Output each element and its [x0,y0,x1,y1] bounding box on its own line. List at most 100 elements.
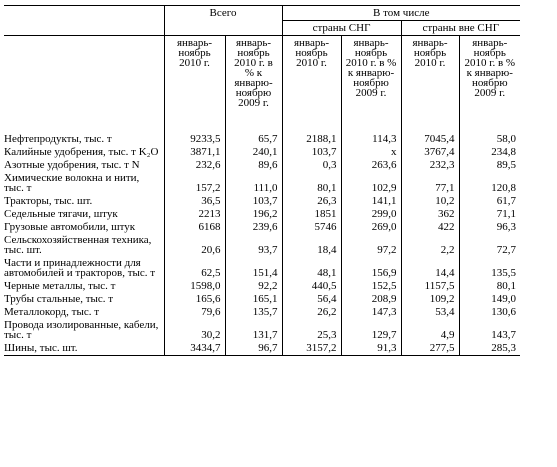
cell-value: 129,7 [340,319,402,342]
subheader: январь-ноябрь 2010 г. в % к январю-ноябр… [458,35,521,128]
header-including: В том числе [281,5,521,21]
cell-value: 103,7 [224,195,283,208]
corner [4,35,164,128]
cell-value: 3157,2 [281,342,342,356]
cell-value: 5746 [281,221,342,234]
cell-value: 157,2 [163,172,225,195]
subheader: январь-ноябрь 2010 г. [281,35,342,128]
cell-value: 440,5 [281,280,342,293]
cell-value: 80,1 [281,172,342,195]
cell-value: 1851 [281,208,342,221]
row-label: Калийные удобрения, тыс. т K₂O [4,146,159,158]
header-cis: страны СНГ [281,20,402,36]
cell-value: 7045,4 [400,128,460,146]
cell-value: 9233,5 [163,128,225,146]
cell-value: 96,3 [458,221,521,234]
cell-value: 422 [400,221,460,234]
row-label: Нефтепродукты, тыс. т [4,133,112,145]
corner [4,5,164,36]
cell-value: 53,4 [400,306,460,319]
cell-value: 71,1 [458,208,521,221]
cell-value: 3871,1 [163,146,225,159]
cell-value: 72,7 [458,234,521,257]
cell-value: 165,6 [163,293,225,306]
cell-value: 263,6 [340,159,402,172]
cell-value: 147,3 [340,306,402,319]
table-row: Части и принадлежности для автомобилей и… [4,257,521,280]
row-label: Металлокорд, тыс. т [4,306,100,318]
header-non-cis: страны вне СНГ [400,20,521,36]
cell-value: 26,3 [281,195,342,208]
cell-value: 299,0 [340,208,402,221]
cell-value: 48,1 [281,257,342,280]
cell-value: 239,6 [224,221,283,234]
cell-value: 143,7 [458,319,521,342]
cell-value: 141,1 [340,195,402,208]
table-row: Шины, тыс. шт. 3434,7 96,7 3157,2 91,3 277,5 2… [4,342,521,356]
cell-value: 91,3 [340,342,402,356]
row-label: Седельные тягачи, штук [4,208,118,220]
row-label: Части и принадлежности для автомобилей и… [4,257,156,279]
cell-value: 208,9 [340,293,402,306]
table-row: Черные металлы, тыс. т 1598,0 92,2 440,5 152… [4,280,521,293]
cell-value: 79,6 [163,306,225,319]
cell-value: 131,7 [224,319,283,342]
table-row: Тракторы, тыс. шт. 36,5 103,7 26,3 141,1 10,2… [4,195,521,208]
cell-value: 130,6 [458,306,521,319]
cell-value: 196,2 [224,208,283,221]
cell-value: 2213 [163,208,225,221]
row-label: Шины, тыс. шт. [4,342,164,356]
cell-value: 58,0 [458,128,521,146]
subheader: январь-ноябрь 2010 г. [163,35,225,128]
cell-value: 232,6 [163,159,225,172]
row-label: Химические волокна и нити, тыс. т [4,172,140,194]
cell-value: 232,3 [400,159,460,172]
table-row: Седельные тягачи, штук 2213 196,2 1851 299,0… [4,208,521,221]
page: Всего В том числе страны СНГ страны вне … [0,5,557,467]
cell-value: 80,1 [458,280,521,293]
row-label: Сельскохозяйственная техника, тыс. шт. [4,234,152,256]
subheader: январь-ноябрь 2010 г. в % к январю-ноябр… [224,35,283,128]
row-label: Провода изолированные, кабели, тыс. т [4,319,159,341]
cell-value: 65,7 [224,128,283,146]
cell-value: 14,4 [400,257,460,280]
data-table: Всего В том числе страны СНГ страны вне … [4,5,521,356]
cell-value: 62,5 [163,257,225,280]
cell-value: 165,1 [224,293,283,306]
row-label: Грузовые автомобили, штук [4,221,136,233]
table-row: Калийные удобрения, тыс. т K₂O 3871,1 240,… [4,146,521,159]
cell-value: 109,2 [400,293,460,306]
cell-value: 3434,7 [163,342,225,356]
cell-value: 120,8 [458,172,521,195]
cell-value: 89,6 [224,159,283,172]
cell-value: 240,1 [224,146,283,159]
cell-value: 96,7 [224,342,283,356]
cell-value: 135,7 [224,306,283,319]
table-row: Металлокорд, тыс. т 79,6 135,7 26,2 147,3 53,… [4,306,521,319]
cell-value: 18,4 [281,234,342,257]
cell-value: 93,7 [224,234,283,257]
cell-value: 4,9 [400,319,460,342]
cell-value: 114,3 [340,128,402,146]
subheader: январь-ноябрь 2010 г. в % к январю-ноябр… [340,35,402,128]
cell-value: 10,2 [400,195,460,208]
cell-value: 92,2 [224,280,283,293]
cell-value: 89,5 [458,159,521,172]
table-row: Трубы стальные, тыс. т 165,6 165,1 56,4 208,… [4,293,521,306]
cell-value: 152,5 [340,280,402,293]
cell-value: 151,4 [224,257,283,280]
cell-value: 269,0 [340,221,402,234]
cell-value: 25,3 [281,319,342,342]
table-row: Сельскохозяйственная техника, тыс. шт. 20… [4,234,521,257]
cell-value: 26,2 [281,306,342,319]
cell-value: 97,2 [340,234,402,257]
cell-value: 56,4 [281,293,342,306]
subheader: январь-ноябрь 2010 г. [400,35,460,128]
subheader-row: январь-ноябрь 2010 г. январь-ноябрь 2010 … [4,35,521,128]
cell-value: 0,3 [281,159,342,172]
cell-value: 2,2 [400,234,460,257]
cell-value: 61,7 [458,195,521,208]
table-row: Нефтепродукты, тыс. т 9233,5 65,7 2188,1 114… [4,128,521,146]
table-row: Азотные удобрения, тыс. т N 232,6 89,6 0,3 2… [4,159,521,172]
cell-value: 149,0 [458,293,521,306]
